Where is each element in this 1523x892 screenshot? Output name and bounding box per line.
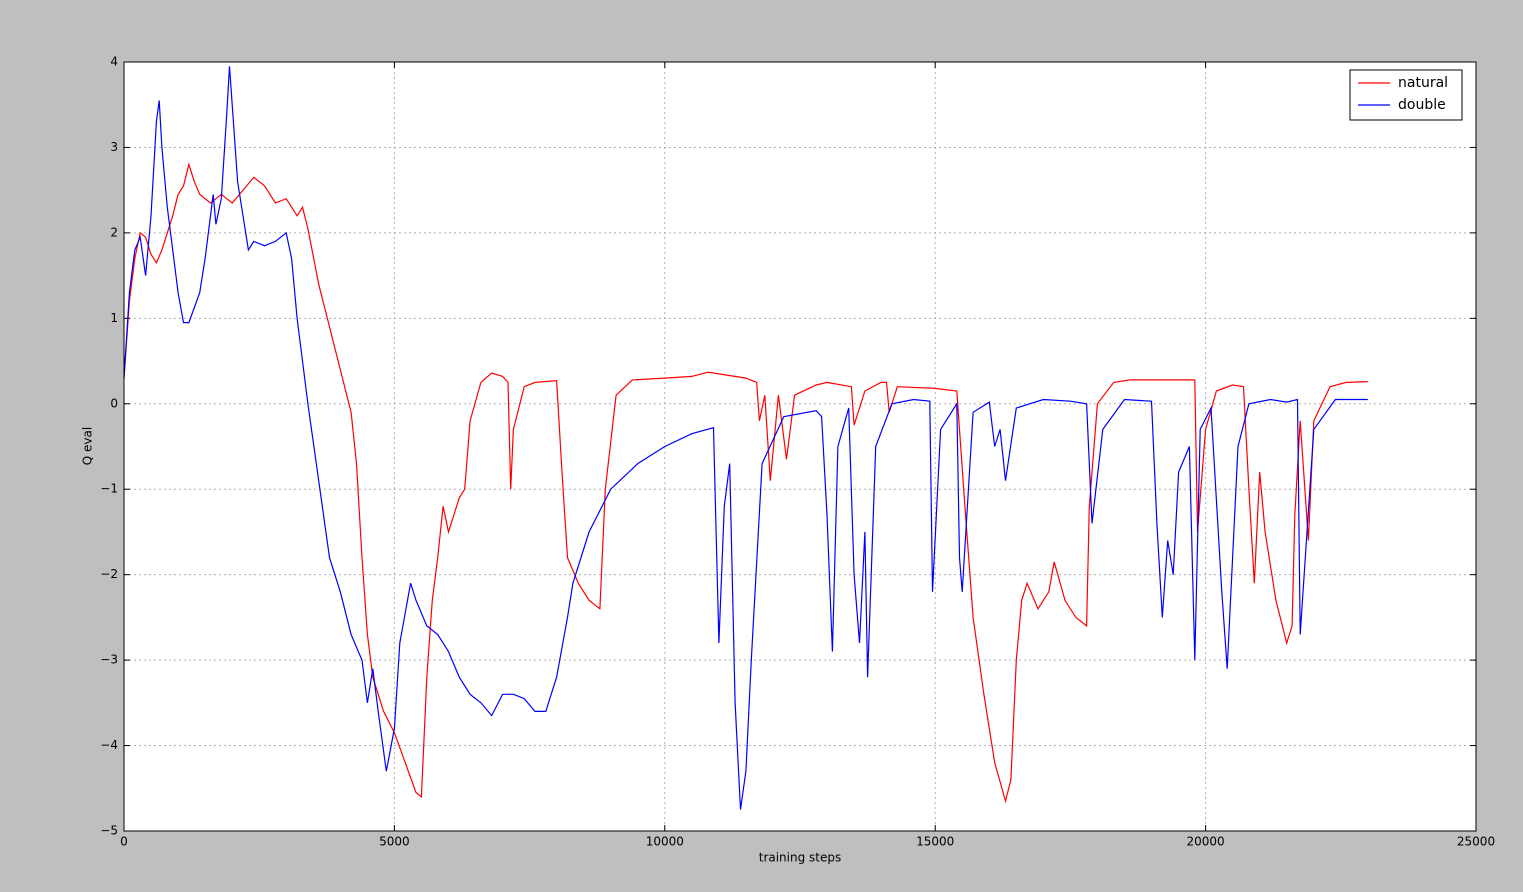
legend-box (1349, 69, 1463, 121)
y-tick-label: 1 (110, 311, 118, 325)
x-tick-label: 10000 (646, 835, 684, 849)
x-tick-label: 5000 (379, 835, 410, 849)
legend-label: natural (1398, 75, 1448, 91)
y-tick-label: −5 (100, 824, 118, 838)
x-tick-label: 0 (120, 835, 128, 849)
x-tick-label: 25000 (1457, 835, 1495, 849)
y-tick-label: −4 (100, 738, 118, 752)
data-line (123, 162, 1368, 804)
x-axis-label: training steps (759, 851, 842, 865)
y-axis-label: Q eval (81, 427, 95, 465)
y-tick-label: −2 (100, 567, 118, 581)
y-tick-label: −3 (100, 653, 118, 667)
plot-area (124, 62, 1476, 831)
y-tick-label: 0 (110, 396, 118, 410)
data-line (123, 66, 1368, 810)
legend-label: double (1398, 97, 1446, 113)
y-tick-label: −1 (100, 482, 118, 496)
y-tick-label: 3 (110, 140, 118, 154)
plot-frame (123, 61, 1477, 832)
x-tick-label: 20000 (1187, 835, 1225, 849)
y-tick-label: 4 (110, 55, 118, 69)
x-tick-label: 15000 (916, 835, 954, 849)
y-tick-label: 2 (110, 225, 118, 239)
